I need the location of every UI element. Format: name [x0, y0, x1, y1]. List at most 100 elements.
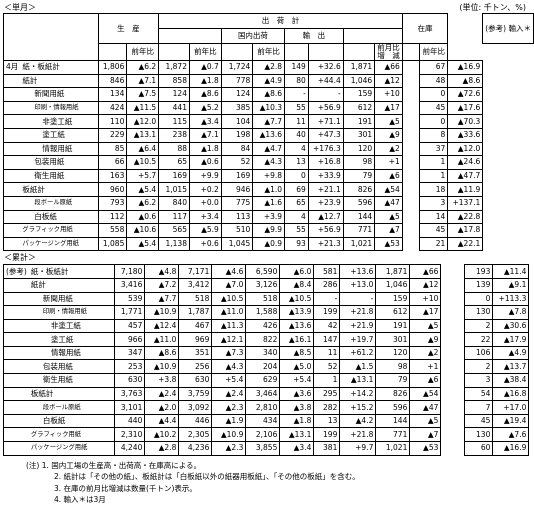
cell: 457 — [114, 318, 146, 334]
cell: 37 — [419, 141, 449, 157]
period — [3, 114, 21, 129]
gap — [441, 414, 465, 428]
cell: ▲12.7 — [307, 209, 344, 225]
cell: +33.9 — [307, 168, 344, 184]
gap — [402, 237, 420, 251]
cell: ▲4.7 — [252, 141, 286, 157]
row: 段ボール原紙 793 ▲6.2 840 +0.0 775 ▲1.6 65 +23.9 596 ▲47… — [3, 195, 534, 211]
cell: ▲4.9 — [492, 345, 530, 361]
blank — [401, 43, 421, 61]
cell: ▲4.2 — [339, 413, 377, 429]
gap — [441, 401, 465, 415]
cell: 117 — [158, 209, 190, 225]
cell: 826 — [342, 182, 376, 197]
cell: ▲8.6 — [144, 345, 180, 361]
cell: 238 — [158, 127, 190, 143]
cell: ▲2.4 — [144, 386, 180, 402]
period: (参考) — [2, 264, 29, 279]
cell: 253 — [114, 359, 146, 375]
row: 情報用紙 85 ▲6.4 88 ▲1.8 84 ▲4.7 4 +176.3 120 ▲2 37 ▲12.… — [3, 141, 534, 157]
cumulative-table: (参考) 紙・板紙計 7,180 ▲4.8 7,171 ▲4.6 6,590 ▲6.0 581 +… — [2, 264, 530, 456]
period — [2, 318, 29, 334]
cell: ▲2.8 — [252, 60, 286, 75]
gap — [441, 292, 465, 306]
cell: ▲4.8 — [144, 264, 180, 279]
row: 板紙計 960 ▲5.4 1,015 +0.2 946 ▲1.0 69 +21.1 826 ▲54 1… — [3, 182, 534, 197]
cell: ▲53 — [374, 236, 403, 252]
row-label: 塗工紙 — [28, 332, 116, 347]
cell: ▲5 — [409, 318, 442, 334]
note: 3. 在庫の前月比増減は数量(千トン)表示。 — [54, 483, 197, 493]
gap — [441, 387, 465, 401]
cell: 191 — [375, 318, 411, 334]
gap — [441, 428, 465, 442]
cell: +61.2 — [339, 345, 377, 361]
cell: ▲11.0 — [211, 305, 247, 320]
row: 新聞用紙 134 ▲7.5 124 ▲8.6 124 ▲8.6- -159 +10 0 ▲72.6 — [3, 87, 534, 102]
cell: 2,810 — [245, 400, 281, 415]
period — [3, 87, 21, 102]
period — [3, 73, 21, 89]
cell: ▲13.1 — [279, 427, 315, 443]
cell: 1,871 — [375, 264, 411, 279]
cell: +113.3 — [492, 291, 530, 307]
cell: +21.9 — [339, 318, 377, 334]
cell: 54 — [464, 386, 494, 402]
cell: ▲2 — [409, 345, 442, 361]
cell: 1 — [313, 373, 341, 388]
cell: 3,759 — [178, 386, 213, 402]
cell: 98 — [375, 359, 411, 375]
row-label: 情報用紙 — [20, 141, 99, 157]
cell: 124 — [220, 87, 254, 102]
cell: 11 — [313, 345, 341, 361]
row: 衛生用紙 630 +3.8 630 +5.4 629 +5.4 1 ▲13.1 79 ▲6 3 ▲38.… — [2, 373, 530, 388]
row-label: 新聞用紙 — [28, 291, 116, 307]
cell: 771 — [342, 223, 376, 238]
cell: 45 — [419, 223, 449, 238]
cell: ▲17 — [374, 100, 403, 116]
cell: ▲19.4 — [492, 413, 530, 429]
note: 2. 紙計は「その他の紙」、板紙計は「白板紙以外の紙器用板紙」、「その他の板紙」… — [54, 472, 360, 482]
cell: 826 — [375, 386, 411, 402]
cell: ▲8.6 — [252, 87, 286, 102]
cell: ▲13.7 — [492, 359, 530, 375]
blank — [158, 43, 190, 61]
cell: 13 — [284, 155, 309, 170]
cell: +21.8 — [339, 305, 377, 320]
cell: 65 — [158, 155, 190, 170]
cell: 66 — [97, 155, 128, 170]
row-label: 衛生用紙 — [20, 168, 99, 184]
cell: 822 — [245, 332, 281, 347]
cell: 596 — [375, 400, 411, 415]
cell: 381 — [313, 441, 341, 456]
cell: ▲70.3 — [447, 114, 484, 129]
cell: ▲17 — [409, 305, 442, 320]
cell: ▲2.3 — [211, 400, 247, 415]
cell: 45 — [464, 413, 494, 429]
cell: +71.1 — [307, 114, 344, 129]
row: パッケージング用紙 1,085 ▲5.4 1,138 +0.6 1,045 ▲0.9 93 +2… — [3, 236, 534, 252]
gap — [441, 333, 465, 347]
cell: 3,855 — [245, 441, 281, 456]
cell: ▲8.5 — [279, 345, 315, 361]
cell: ▲7 — [409, 427, 442, 443]
cell: 966 — [114, 332, 146, 347]
row: 情報用紙 347 ▲8.6 351 ▲7.3 340 ▲8.5 11 +61.2 120 ▲2 106… — [2, 345, 530, 361]
cell: 581 — [313, 264, 341, 279]
gap — [402, 101, 420, 115]
gap — [402, 210, 420, 224]
cell: +17.0 — [492, 400, 530, 415]
cell: ▲11.0 — [144, 332, 180, 347]
section-title: ＜単月＞ — [4, 3, 36, 12]
cell: ▲0.6 — [126, 209, 160, 225]
gap — [402, 142, 420, 156]
cell: 48 — [419, 73, 449, 89]
cell: +9.7 — [339, 441, 377, 456]
cell: ▲5.9 — [188, 223, 222, 238]
cell: 65 — [284, 195, 309, 211]
cell: 3 — [419, 195, 449, 211]
cell: 193 — [464, 264, 494, 279]
cell: +15.2 — [339, 400, 377, 415]
cell: 1,085 — [97, 236, 128, 252]
cell: ▲10.5 — [211, 291, 247, 307]
